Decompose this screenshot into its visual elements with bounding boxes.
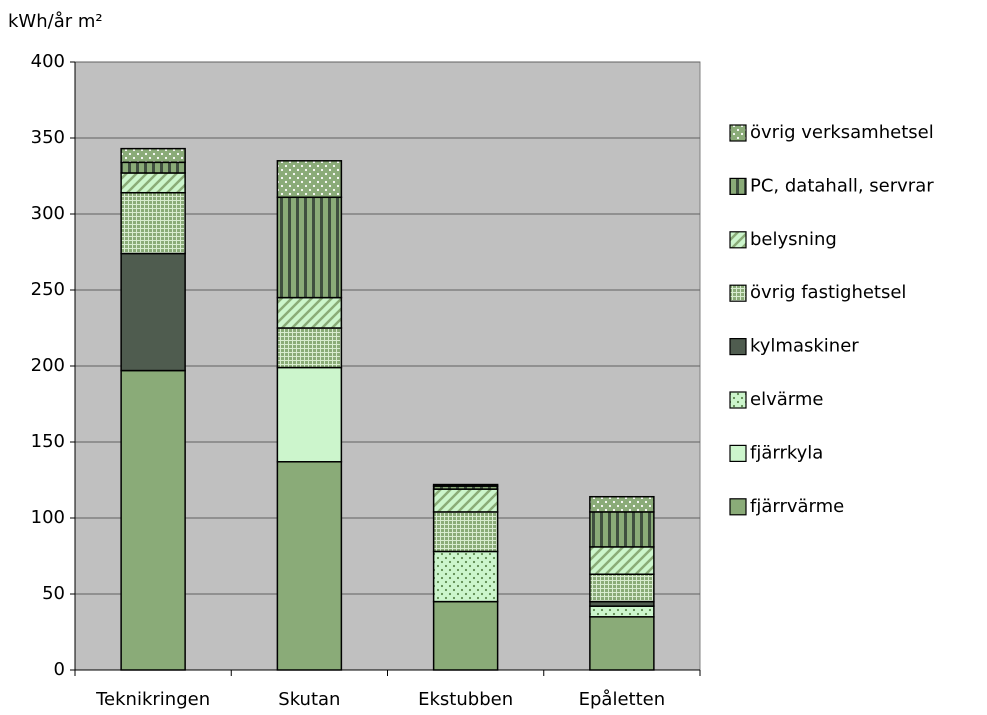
y-tick-label: 300 (31, 203, 65, 224)
legend-swatch (729, 231, 747, 249)
x-tick-label: Skutan (278, 689, 340, 710)
bar-segment (432, 483, 499, 487)
legend-label: fjärrkyla (750, 442, 823, 463)
legend-swatch (729, 391, 747, 409)
bar-segment (120, 147, 186, 164)
bar-segment (432, 600, 499, 671)
y-tick-label: 200 (31, 355, 65, 376)
x-tick-label: Epåletten (579, 689, 666, 710)
legend-label: övrig fastighetsel (750, 282, 906, 303)
y-tick-label: 50 (42, 583, 65, 604)
bar-segment (276, 160, 343, 199)
y-tick-label: 250 (31, 279, 65, 300)
x-tick-label: Teknikringen (95, 689, 210, 710)
y-tick-label: 350 (31, 127, 65, 148)
legend-swatch (729, 444, 747, 462)
y-tick-label: 0 (54, 659, 65, 680)
bar-segment (589, 495, 655, 513)
bar-segment (276, 196, 343, 299)
y-tick-label: 400 (31, 51, 65, 72)
legend-swatch (729, 498, 747, 516)
legend-swatch (729, 338, 747, 356)
legend-label: övrig verksamhetsel (750, 122, 934, 143)
bar-segment (589, 605, 655, 618)
legend-label: PC, datahall, servrar (750, 175, 934, 196)
bar-segment (120, 252, 186, 372)
bar-segment (120, 369, 186, 671)
legend-label: belysning (750, 229, 837, 250)
legend-swatch (729, 124, 747, 142)
legend-label: kylmaskiner (750, 336, 859, 357)
bar-segment (432, 488, 499, 513)
legend-swatch (729, 284, 747, 302)
bar-segment (276, 461, 343, 671)
bar-segment (432, 511, 499, 553)
bar-segment (589, 616, 655, 671)
y-tick-label: 100 (31, 507, 65, 528)
x-tick-label: Ekstubben (418, 689, 513, 710)
bar-segment (432, 550, 499, 603)
bar-segment (120, 172, 186, 194)
bar-segment (589, 511, 655, 548)
legend-label: fjärrvärme (750, 496, 844, 517)
bar-segment (120, 161, 186, 174)
bar-segment (589, 573, 655, 603)
bar-segment (276, 327, 343, 369)
bar-segment (276, 296, 343, 329)
y-axis-label: kWh/år m² (8, 11, 103, 32)
bar-segment (120, 191, 186, 255)
bar-segment (276, 366, 343, 463)
legend-swatch (729, 177, 747, 195)
y-tick-label: 150 (31, 431, 65, 452)
legend-label: elvärme (750, 389, 823, 410)
bar-segment (589, 546, 655, 575)
